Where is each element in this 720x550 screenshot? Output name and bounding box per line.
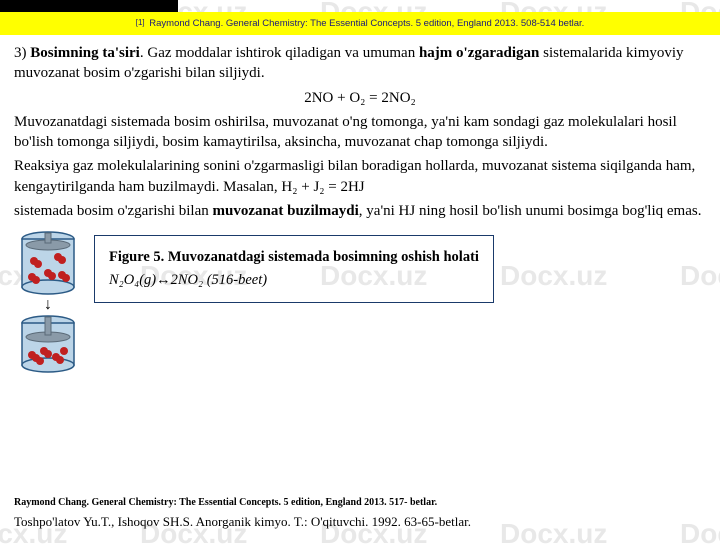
- footer-ref-2: Toshpo'latov Yu.T., Ishoqov SH.S. Anorga…: [14, 514, 706, 530]
- figure-formula: N₂O₄(g)↔2NO₂ (516-beet): [109, 269, 479, 292]
- figure-row: ↓ Figure 5. Muvozanatdagi sistemada bosi…: [14, 231, 706, 373]
- footer-references: Raymond Chang. General Chemistry: The Es…: [14, 497, 706, 530]
- p1-bold-1: Bosimning ta'siri: [30, 45, 140, 61]
- main-content: 3) Bosimning ta'siri. Gaz moddalar ishti…: [0, 35, 720, 373]
- cylinder-diagram: ↓: [14, 231, 82, 373]
- figure-caption-box: Figure 5. Muvozanatdagi sistemada bosimn…: [94, 235, 494, 303]
- banner-text: Raymond Chang. General Chemistry: The Es…: [149, 18, 584, 29]
- citation-banner: [1] Raymond Chang. General Chemistry: Th…: [0, 12, 720, 35]
- footer-ref-1: Raymond Chang. General Chemistry: The Es…: [14, 497, 706, 508]
- p1-mid: . Gaz moddalar ishtirok qiladigan va umu…: [140, 45, 419, 61]
- paragraph-1: 3) Bosimning ta'siri. Gaz moddalar ishti…: [14, 43, 706, 84]
- banner-ref-marker: [1]: [136, 18, 145, 27]
- p4-bold: muvozanat buzilmaydi: [213, 203, 359, 219]
- paragraph-2: Muvozanatdagi sistemada bosim oshirilsa,…: [14, 112, 706, 153]
- figure-title: Figure 5. Muvozanatdagi sistemada bosimn…: [109, 246, 479, 269]
- cylinder-top: [18, 231, 78, 295]
- p1-prefix: 3): [14, 45, 30, 61]
- cylinder-bottom: [18, 315, 78, 373]
- p4-b: , ya'ni HJ ning hosil bo'lish unumi bosi…: [359, 203, 702, 219]
- paragraph-3: Reaksiya gaz molekulalarining sonini o'z…: [14, 156, 706, 197]
- paragraph-4: sistemada bosim o'zgarishi bilan muvozan…: [14, 201, 706, 221]
- p4-a: sistemada bosim o'zgarishi bilan: [14, 203, 213, 219]
- equation-1: 2NO + O₂ = 2NO₂: [14, 88, 706, 108]
- arrow-down-icon: ↓: [44, 297, 52, 313]
- top-accent-bar: [0, 0, 178, 12]
- p1-bold-2: hajm o'zgaradigan: [419, 45, 539, 61]
